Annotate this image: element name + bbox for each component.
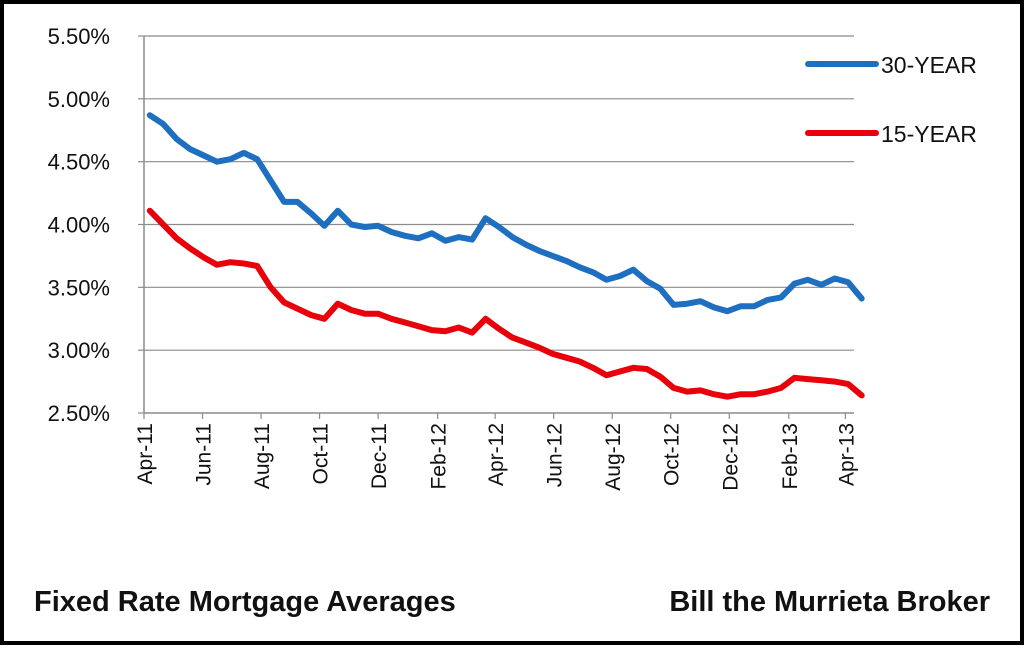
legend-label: 30-YEAR <box>881 52 977 78</box>
x-tick-label: Oct-11 <box>310 423 333 484</box>
y-tick-label: 3.50% <box>48 275 110 300</box>
series-line <box>146 112 865 315</box>
y-tick-label: 3.00% <box>48 338 110 363</box>
x-tick-label: Jun-11 <box>193 423 216 486</box>
y-tick-label: 4.50% <box>48 150 110 175</box>
gridlines <box>144 35 854 351</box>
axes: 5.50% 5.00% 4.50% 4.00% 3.50% 3.00% 2.50% Apr-1… <box>48 24 859 491</box>
x-tick-label: Apr-12 <box>485 423 508 486</box>
chart-footer-credit: Bill the Murrieta Broker <box>669 586 990 618</box>
x-tick-label: Aug-12 <box>602 423 625 491</box>
x-tick-label: Feb-12 <box>428 423 451 490</box>
y-tick-label: 2.50% <box>48 401 110 426</box>
chart-footer-title: Fixed Rate Mortgage Averages <box>34 586 456 618</box>
legend-label: 15-YEAR <box>881 121 977 147</box>
x-tick-label: Dec-11 <box>368 423 391 489</box>
x-tick-label: Dec-12 <box>719 423 742 491</box>
legend: 30-YEAR 15-YEAR <box>805 52 977 147</box>
x-tick-label: Aug-11 <box>251 423 274 489</box>
line-chart: 5.50% 5.00% 4.50% 4.00% 3.50% 3.00% 2.50% Apr-1… <box>48 24 977 491</box>
x-tick-label: Feb-13 <box>779 423 802 490</box>
x-tick-label: Oct-12 <box>661 423 684 486</box>
y-tick-label: 4.00% <box>48 213 110 238</box>
y-tick-label: 5.00% <box>48 87 110 112</box>
x-tick-label: Jun-12 <box>544 423 567 487</box>
series-line <box>146 207 865 400</box>
y-tick-label: 5.50% <box>48 24 110 49</box>
x-tick-label: Apr-11 <box>134 423 157 484</box>
series-lines <box>146 112 865 400</box>
x-tick-label: Apr-13 <box>835 423 858 486</box>
